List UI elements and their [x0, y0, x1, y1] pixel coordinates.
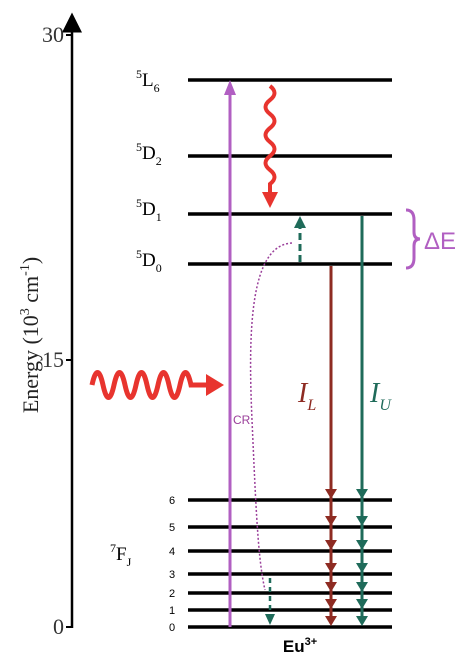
cr-curve [249, 242, 293, 591]
arrowhead [356, 563, 368, 573]
il-label: IL [297, 378, 316, 414]
label-part: cm [18, 276, 43, 308]
arrowhead [265, 614, 275, 625]
arrowhead [294, 216, 306, 228]
multiplet-label: 7FJ [110, 541, 132, 569]
tick-label: 15 [42, 347, 64, 372]
arrowhead [325, 489, 337, 499]
label-part: 0 [156, 261, 162, 275]
level-label: 5D2 [136, 140, 162, 168]
label-part: 5 [136, 67, 142, 81]
label-part: U [379, 397, 392, 414]
arrowhead [325, 540, 337, 550]
j-label: 2 [169, 588, 175, 600]
tick-label: 30 [42, 22, 64, 47]
label-sup: 3 [18, 308, 33, 315]
j-label: 4 [169, 546, 175, 558]
axis-label: Energy (103 cm-1) [18, 257, 43, 413]
emission-arrowheads [325, 489, 368, 626]
arrowhead [325, 582, 337, 592]
cr-label: CR [233, 413, 251, 427]
j-label: 0 [169, 622, 175, 634]
label-part: L [142, 70, 154, 91]
arrowhead [356, 540, 368, 550]
label-part: Eu [283, 637, 305, 656]
label-part: 5 [136, 247, 142, 261]
arrowhead [262, 192, 278, 208]
arrowhead [325, 516, 337, 526]
label-part: F [116, 544, 127, 565]
label-part: 5 [136, 196, 142, 210]
relaxation-wave [263, 84, 277, 196]
arrowhead [224, 80, 236, 95]
label-part: D [142, 199, 156, 220]
tick-label: 0 [53, 614, 64, 639]
j-label: 1 [169, 605, 175, 617]
label-part: D [142, 250, 156, 271]
arrowhead [356, 489, 368, 499]
label-sup: -1 [18, 264, 33, 276]
excited-levels [188, 78, 392, 266]
level-label: 5D0 [136, 247, 162, 275]
arrowhead [356, 599, 368, 609]
arrowhead [325, 616, 337, 626]
delta-e-label: ΔE [424, 228, 456, 255]
excitation-wave [89, 370, 212, 400]
arrowhead [356, 516, 368, 526]
label-part: I [297, 378, 309, 409]
label-part: 6 [154, 81, 160, 95]
arrowhead [206, 374, 224, 396]
label-part: Energy (10 [18, 315, 43, 413]
label-part: 3+ [305, 636, 318, 648]
j-label: 6 [169, 495, 175, 507]
label-part: J [127, 555, 132, 569]
label-part: 5 [136, 140, 142, 154]
label-part: L [306, 397, 316, 414]
arrowhead [325, 563, 337, 573]
label-part: 1 [156, 210, 162, 224]
ground-levels: 6 5 4 3 2 1 0 [169, 495, 392, 634]
arrowhead [356, 616, 368, 626]
label-part: I [369, 378, 381, 409]
level-label: 5D1 [136, 196, 162, 224]
label-part: 2 [156, 154, 162, 168]
iu-label: IU [369, 378, 392, 414]
label-part: D [142, 143, 156, 164]
delta-e-bracket [405, 208, 421, 270]
label-part: 7 [110, 541, 116, 555]
arrowhead [325, 599, 337, 609]
label-part: ) [18, 257, 43, 264]
ion-label: Eu3+ [283, 636, 317, 656]
level-label: 5L6 [136, 67, 160, 95]
j-label: 3 [169, 569, 175, 581]
arrowhead [356, 582, 368, 592]
j-label: 5 [169, 522, 175, 534]
